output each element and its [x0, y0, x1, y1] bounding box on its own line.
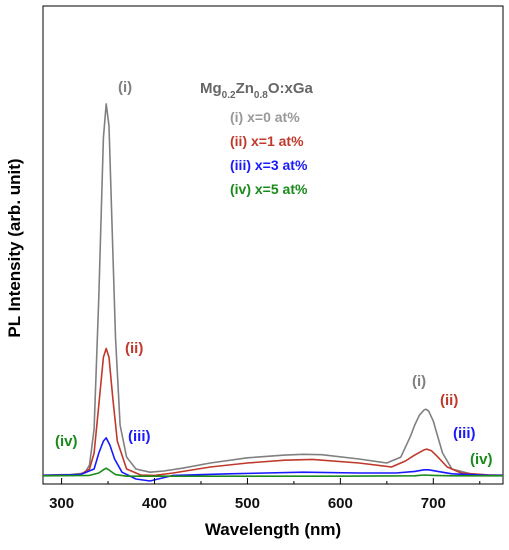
x-tick-label-300: 300 [49, 495, 74, 512]
plot-frame [42, 5, 504, 485]
legend-entry-iii: (iii) x=3 at% [230, 157, 308, 173]
peak-label-iii-uv: (iii) [128, 428, 151, 445]
y-axis-title: PL Intensity (arb. unit) [5, 158, 24, 337]
legend-entry-i: (i) x=0 at% [230, 109, 300, 125]
peak-labels: (i) (ii) (iii) (iv) (i) (ii) (iii) (iv) [55, 79, 493, 468]
x-axis-title: Wavelength (nm) [205, 520, 341, 539]
x-tick-label-500: 500 [235, 495, 260, 512]
series-line-1 [42, 103, 503, 476]
legend-title-sub2: 0.8 [254, 90, 268, 101]
legend-title: Mg0.2Zn0.8O:xGa [200, 80, 313, 101]
series-line-4 [42, 467, 503, 478]
x-axis: 300 400 500 600 700 [49, 478, 481, 512]
legend-title-sub1: 0.2 [222, 90, 236, 101]
legend-entry-iv: (iv) x=5 at% [230, 181, 308, 197]
peak-label-i-red: (i) [412, 373, 426, 390]
series-line-3 [42, 437, 503, 482]
peak-label-ii-red: (ii) [440, 392, 458, 409]
series-layer [42, 103, 504, 482]
peak-label-i-uv: (i) [118, 79, 132, 96]
peak-label-iv-red: (iv) [470, 451, 493, 468]
peak-label-iii-red: (iii) [453, 425, 476, 442]
legend-title-mg: Mg [200, 80, 222, 97]
x-tick-label-700: 700 [421, 495, 446, 512]
x-tick-label-600: 600 [328, 495, 353, 512]
legend-title-zn: Zn [236, 80, 254, 97]
legend-entry-ii: (ii) x=1 at% [230, 133, 304, 149]
legend: Mg0.2Zn0.8O:xGa (i) x=0 at% (ii) x=1 at%… [200, 80, 313, 197]
series-line-2 [42, 347, 504, 477]
x-tick-label-400: 400 [142, 495, 167, 512]
legend-title-tail: O:xGa [268, 80, 314, 97]
peak-label-ii-uv: (ii) [125, 340, 143, 357]
peak-label-iv-uv: (iv) [55, 433, 78, 450]
